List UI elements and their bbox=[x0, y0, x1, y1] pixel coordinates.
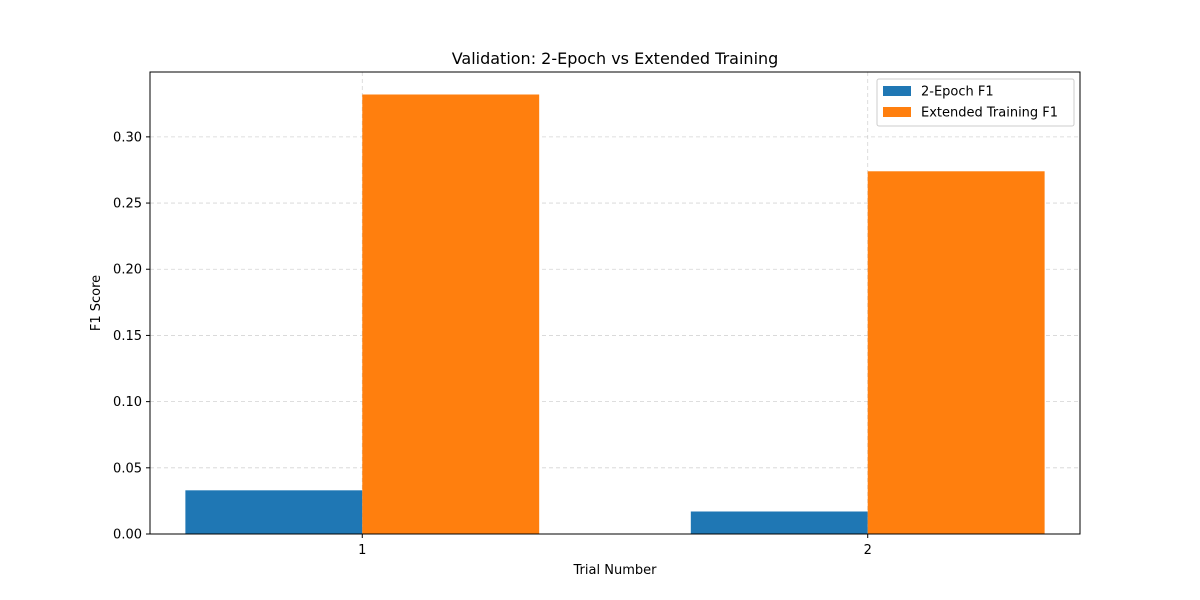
bar-two-epoch-trial-2 bbox=[690, 511, 868, 534]
y-tick-label: 0.15 bbox=[113, 329, 142, 344]
y-tick-label: 0.20 bbox=[113, 263, 142, 278]
bar-two-epoch-trial-1 bbox=[185, 490, 363, 534]
y-tick-label: 0.05 bbox=[113, 461, 142, 476]
chart-title: Validation: 2-Epoch vs Extended Training bbox=[452, 49, 779, 68]
y-axis-title: F1 Score bbox=[89, 275, 104, 331]
legend-box bbox=[876, 78, 1075, 127]
legend-label: Extended Training F1 bbox=[921, 106, 1058, 121]
plot-frame bbox=[149, 71, 1081, 535]
x-tick-label: 1 bbox=[358, 543, 366, 558]
y-tick-label: 0.25 bbox=[113, 197, 142, 212]
x-tick-label: 2 bbox=[864, 543, 872, 558]
bars bbox=[185, 94, 1045, 534]
x-axis-title: Trial Number bbox=[573, 563, 658, 578]
legend: 2-Epoch F1 Extended Training F1 bbox=[876, 78, 1075, 127]
legend-swatch bbox=[883, 86, 911, 96]
legend-label: 2-Epoch F1 bbox=[921, 85, 994, 100]
bar-extended-trial-1 bbox=[362, 94, 540, 534]
legend-swatch bbox=[883, 107, 911, 117]
y-tick-label: 0.30 bbox=[113, 130, 142, 145]
y-tick-label: 0.10 bbox=[113, 395, 142, 410]
y-axis: 0.00 0.05 0.10 0.15 0.20 0.25 0.30 bbox=[113, 130, 150, 543]
y-tick-label: 0.00 bbox=[113, 528, 142, 543]
bar-extended-trial-2 bbox=[867, 171, 1045, 534]
